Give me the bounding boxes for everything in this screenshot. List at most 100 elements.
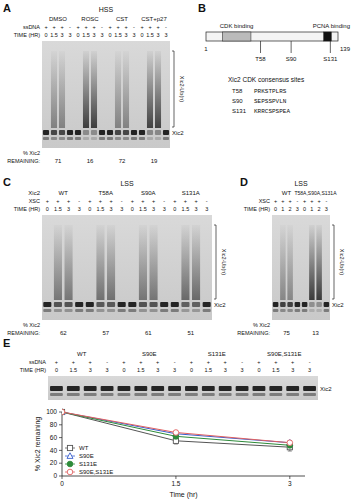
row-label: XSC xyxy=(259,198,270,204)
xic2-lower-band xyxy=(134,393,147,396)
xic2-lower-band xyxy=(236,393,249,396)
lane-value: + xyxy=(139,359,142,365)
legend-marker xyxy=(67,469,73,475)
lane-value: + xyxy=(291,359,294,365)
xic2-lower-band xyxy=(253,393,266,396)
percent-label: % Xic2 xyxy=(253,322,270,328)
xic2-band xyxy=(83,130,89,135)
remaining-label: REMAINING: xyxy=(7,158,40,164)
xic2-band xyxy=(84,386,97,391)
lane-value: + xyxy=(131,198,134,204)
lane-value: 3 xyxy=(163,206,166,212)
xic2-lower-band xyxy=(269,393,282,396)
panel-letter: C xyxy=(3,176,11,188)
y-tick-label: 20 xyxy=(50,459,58,466)
lane-value: + xyxy=(44,24,47,30)
extract-label: HSS xyxy=(99,6,114,13)
lane-value: 1.5 xyxy=(204,367,212,373)
xic2-band xyxy=(96,302,104,307)
row-label: XSC xyxy=(29,198,40,204)
consensus-site: S90 xyxy=(232,98,243,104)
lane-value: + xyxy=(89,359,92,365)
x-tick-label: 3 xyxy=(288,480,292,487)
y-tick xyxy=(59,450,62,451)
lane-value: 3 xyxy=(124,32,127,38)
domain-label: CDK binding xyxy=(220,23,254,29)
lane-value: 2 xyxy=(318,206,321,212)
lane-value: 3 xyxy=(291,367,294,373)
legend-marker xyxy=(67,461,73,467)
group-name: S90E,S131E xyxy=(267,351,301,357)
lane-value: 1.5 xyxy=(54,206,62,212)
xic2-lower-band xyxy=(59,137,65,140)
lane-value: + xyxy=(310,198,313,204)
lane-value: 1.5 xyxy=(146,32,154,38)
consensus-site: T58 xyxy=(232,88,243,94)
group-label: Xic2 xyxy=(28,190,40,196)
lane-value: 3 xyxy=(132,32,135,38)
ub-label: Xic2-Ub(n) xyxy=(339,249,345,275)
xic2-band xyxy=(273,302,279,307)
xic2-lower-band xyxy=(107,309,115,312)
ub-smear xyxy=(96,225,104,300)
xic2-lower-band xyxy=(303,393,316,396)
xic2-lower-band xyxy=(50,393,63,396)
x-tick xyxy=(62,476,63,479)
xic2-band xyxy=(160,302,168,307)
lane-value: 3 xyxy=(110,206,113,212)
xic2-band xyxy=(75,302,83,307)
lane-value: - xyxy=(325,198,327,204)
data-point xyxy=(287,440,293,446)
lane-value: 3 xyxy=(100,32,103,38)
legend-label: S131E xyxy=(79,461,97,467)
data-point xyxy=(173,430,179,436)
group-name: T58A,S90A,S131A xyxy=(295,190,338,196)
remaining-value: 57 xyxy=(102,330,109,336)
xic2-band xyxy=(123,130,129,135)
xic2-lower-band xyxy=(107,137,113,140)
lane-value: 0 xyxy=(55,367,58,373)
lane-value: 1 xyxy=(281,206,284,212)
xic2-band xyxy=(192,302,200,307)
lane-value: + xyxy=(141,198,144,204)
lane-value: 1.5 xyxy=(50,32,58,38)
lane-value: 0 xyxy=(131,206,134,212)
lane-value: 3 xyxy=(296,206,299,212)
xic2-band xyxy=(131,130,137,135)
xic2-lower-band xyxy=(84,393,97,396)
lane-value: 0 xyxy=(303,206,306,212)
lane-value: - xyxy=(309,359,311,365)
residue-label: 139 xyxy=(340,46,351,52)
xic2-band xyxy=(75,130,81,135)
lane-value: - xyxy=(163,198,165,204)
remaining-value: 62 xyxy=(60,330,67,336)
xic2-lower-band xyxy=(151,393,164,396)
lane-value: 3 xyxy=(92,32,95,38)
lane-value: 3 xyxy=(205,206,208,212)
domain-label: PCNA binding xyxy=(313,23,350,29)
lane-value: 0 xyxy=(173,206,176,212)
percent-label: % Xic2 xyxy=(23,150,40,156)
xic2-lower-band xyxy=(99,137,105,140)
xic2-lower-band xyxy=(128,309,136,312)
lane-value: 0 xyxy=(274,206,277,212)
y-tick xyxy=(59,412,62,413)
xic2-lower-band xyxy=(286,393,299,396)
group-name: T58A xyxy=(99,190,113,196)
legend-label: S90E,S131E xyxy=(79,469,113,475)
lane-value: + xyxy=(116,24,119,30)
lane-value: - xyxy=(241,359,243,365)
series-line xyxy=(62,412,290,445)
xic2-lower-band xyxy=(65,309,73,312)
series-line xyxy=(62,412,290,443)
y-tick xyxy=(59,463,62,464)
lane-value: 0 xyxy=(76,32,79,38)
xic2-band xyxy=(86,302,94,307)
lane-value: 1.5 xyxy=(114,32,122,38)
lane-value: + xyxy=(46,198,49,204)
xic2-band xyxy=(59,130,65,135)
series-line xyxy=(62,412,290,443)
lane-value: 1 xyxy=(310,206,313,212)
xic2-band xyxy=(67,386,80,391)
site-tick xyxy=(291,41,292,53)
